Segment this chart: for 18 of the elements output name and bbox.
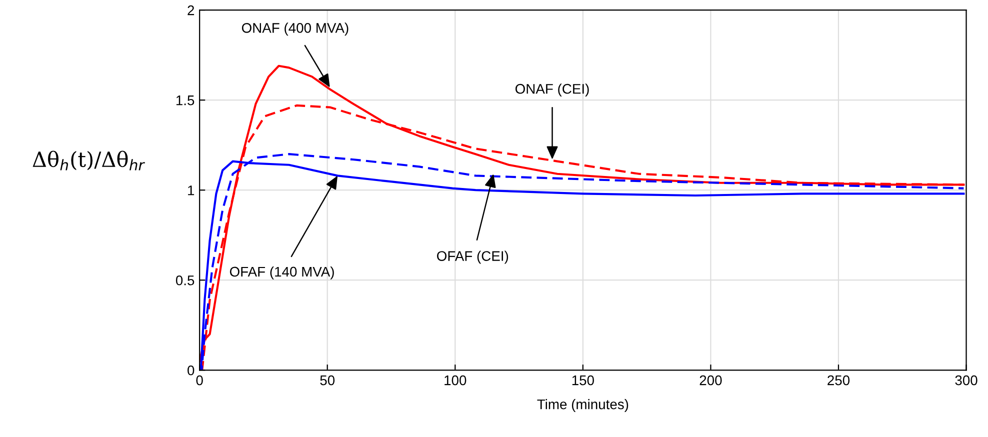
- y-tick-label: 0.5: [176, 275, 194, 286]
- x-tick-label: 250: [828, 375, 850, 386]
- y-tick-label: 1.5: [176, 96, 194, 106]
- annotation: ONAF (CEI): [515, 84, 589, 97]
- x-tick-label: 50: [320, 375, 335, 386]
- y-axis-title: Δθ$_{h}$(t)/Δθ$_{hr}$: [32, 150, 145, 170]
- x-tick-label: 150: [572, 375, 594, 386]
- x-tick-label: 300: [955, 375, 978, 386]
- x-tick-label: 200: [700, 375, 722, 386]
- y-tick-label: 0: [188, 365, 194, 376]
- x-tick-label: 0: [196, 375, 203, 386]
- annotation: ONAF (400 MVA): [242, 22, 348, 36]
- annotation: OFAF (CEI): [437, 250, 508, 264]
- annotation: OFAF (140 MVA): [230, 266, 334, 280]
- x-tick-label: 100: [444, 375, 466, 386]
- y-tick-label: 1: [188, 186, 194, 196]
- y-tick-label: 2: [188, 5, 194, 16]
- x-axis-title: Time (minutes): [537, 399, 628, 412]
